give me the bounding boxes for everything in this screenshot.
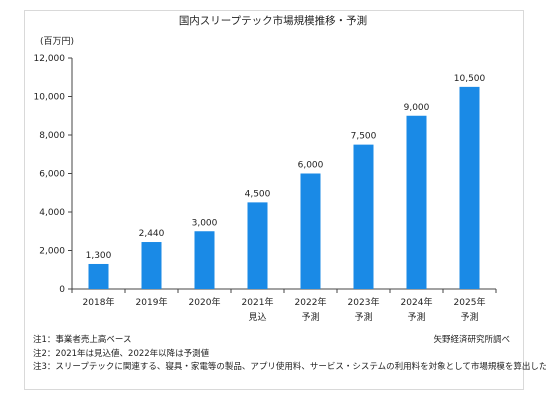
x-tick-label: 2021年 (242, 296, 274, 308)
y-tick-label: 12,000 (34, 54, 66, 64)
value-label: 6,000 (298, 161, 324, 171)
x-axis (71, 288, 497, 293)
bar (406, 115, 427, 289)
y-tick-label: 2,000 (39, 247, 65, 257)
value-label: 1,300 (86, 251, 112, 261)
bar (353, 144, 374, 289)
x-tick-label: 2020年 (189, 296, 221, 308)
bar-series (88, 86, 480, 289)
x-tick-label: 2025年 (454, 296, 486, 308)
value-label: 9,000 (404, 103, 430, 113)
y-tick-label: 4,000 (39, 208, 65, 218)
value-label: 2,440 (139, 229, 165, 239)
source-credit: 矢野経済研究所調べ (433, 335, 510, 345)
x-tick-label: 2023年 (348, 296, 380, 308)
y-tick-label: 0 (59, 285, 65, 295)
value-labels: 1,300 2,440 3,000 4,500 6,000 7,500 9,000 10,50… (86, 74, 486, 261)
y-tick-label: 8,000 (39, 131, 65, 141)
bar (247, 202, 268, 289)
footnote-1: 注1：事業者売上高ベース (33, 335, 132, 345)
y-tick-label: 6,000 (39, 170, 65, 180)
footnotes: 注1：事業者売上高ベース 注2：2021年は見込値、2022年以降は予測値 注3… (33, 334, 546, 375)
bar (141, 242, 162, 289)
bar (459, 86, 480, 289)
x-tick-sublabel: 予測 (301, 311, 319, 323)
x-tick-label: 2024年 (401, 296, 433, 308)
value-label: 3,000 (192, 218, 218, 228)
chart-title: 国内スリープテック市場規模推移・予測 (179, 14, 367, 27)
bar (88, 263, 109, 289)
y-tick-label: 10,000 (34, 93, 66, 103)
x-tick-sublabel: 予測 (354, 311, 372, 323)
x-tick-label: 2022年 (295, 296, 327, 308)
x-tick-sublabel: 予測 (407, 311, 425, 323)
footnote-2: 注2：2021年は見込値、2022年以降は予測値 (33, 348, 210, 359)
value-label: 4,500 (245, 189, 271, 199)
y-axis-unit-label: (百万円) (40, 36, 74, 47)
value-label: 10,500 (454, 74, 486, 84)
x-tick-sublabel: 予測 (460, 311, 478, 323)
value-label: 7,500 (351, 132, 377, 142)
footnote-3: 注3：スリープテックに関連する、寝具・家電等の製品、アプリ使用料、サービス・シス… (33, 362, 546, 372)
bar (194, 231, 215, 289)
x-tick-label: 2019年 (136, 296, 168, 308)
x-tick-sublabel: 見込 (248, 312, 266, 323)
x-tick-label: 2018年 (83, 296, 115, 308)
bar (300, 173, 321, 289)
y-axis: 0 2,000 4,000 6,000 8,000 10,000 12,000 (34, 54, 73, 295)
